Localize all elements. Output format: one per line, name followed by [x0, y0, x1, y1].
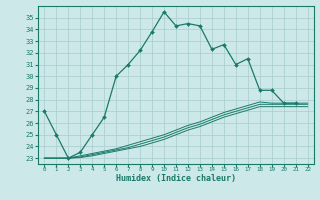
X-axis label: Humidex (Indice chaleur): Humidex (Indice chaleur) — [116, 174, 236, 183]
